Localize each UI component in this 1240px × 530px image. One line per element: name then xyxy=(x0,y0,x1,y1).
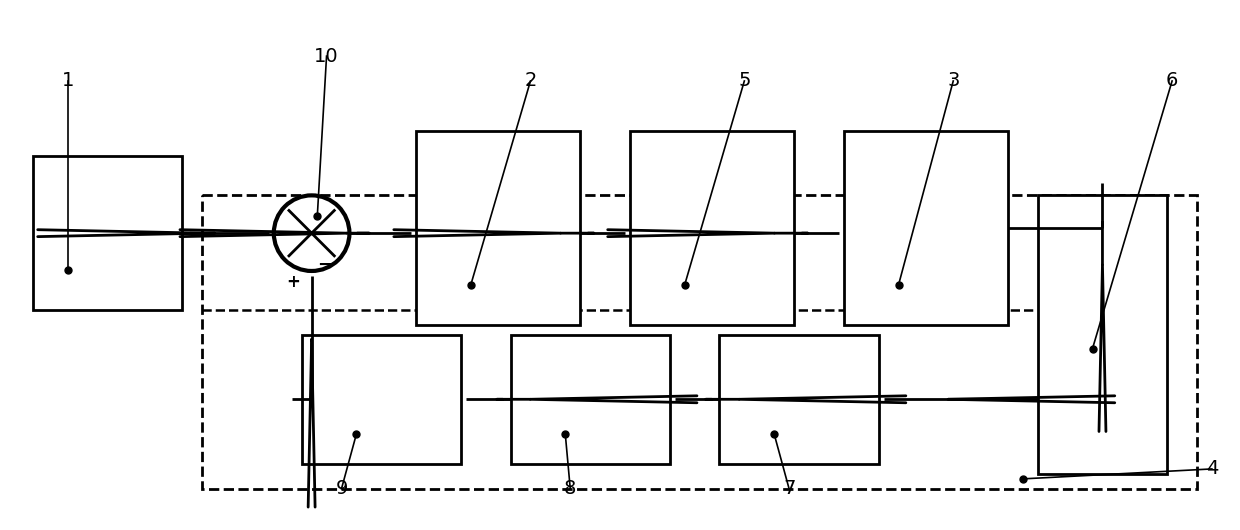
Text: 8: 8 xyxy=(564,479,577,498)
Text: 10: 10 xyxy=(314,47,339,66)
Bar xyxy=(202,196,1197,489)
Bar xyxy=(719,334,879,464)
Text: 6: 6 xyxy=(1166,72,1178,91)
Text: 3: 3 xyxy=(947,72,960,91)
Text: 9: 9 xyxy=(335,479,347,498)
Text: 4: 4 xyxy=(1205,460,1218,479)
Text: 7: 7 xyxy=(782,479,795,498)
Bar xyxy=(511,334,670,464)
Text: +: + xyxy=(285,273,300,292)
Text: 1: 1 xyxy=(62,72,74,91)
Bar xyxy=(1038,196,1167,474)
Text: 2: 2 xyxy=(525,72,537,91)
Text: 5: 5 xyxy=(738,72,750,91)
Bar xyxy=(417,131,580,325)
Text: −: − xyxy=(317,257,332,275)
Circle shape xyxy=(274,196,350,271)
Bar xyxy=(301,334,461,464)
Bar xyxy=(844,131,1008,325)
Bar xyxy=(630,131,794,325)
Bar xyxy=(33,156,182,310)
